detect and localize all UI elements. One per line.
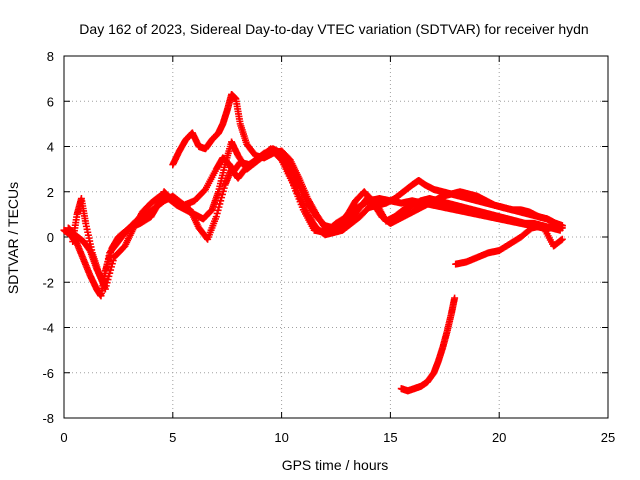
- data-point: [212, 213, 220, 221]
- x-tick-label: 15: [383, 430, 397, 445]
- y-tick-label: 6: [47, 94, 54, 109]
- y-tick-label: 4: [47, 140, 54, 155]
- series-trace-e: [452, 222, 566, 268]
- y-tick-label: -2: [42, 275, 54, 290]
- x-tick-label: 25: [601, 430, 615, 445]
- y-tick-label: -6: [42, 366, 54, 381]
- x-axis-label: GPS time / hours: [282, 457, 389, 473]
- x-tick-label: 20: [492, 430, 506, 445]
- data-point: [220, 184, 228, 192]
- data-point: [102, 282, 110, 290]
- data-point: [216, 200, 224, 208]
- data-point: [215, 203, 223, 211]
- data-point: [558, 235, 566, 243]
- x-tick-label: 5: [169, 430, 176, 445]
- chart-title: Day 162 of 2023, Sidereal Day-to-day VTE…: [79, 21, 588, 37]
- x-tick-label: 0: [60, 430, 67, 445]
- axis-ticks: 0 5 10 15 20 25 -8 -6 -4 -2 0 2 4 6 8: [42, 49, 615, 445]
- data-point: [558, 222, 566, 230]
- y-axis-label: SDTVAR / TECUs: [5, 182, 21, 294]
- data-point: [108, 260, 116, 268]
- data-point: [219, 187, 227, 195]
- y-tick-label: 8: [47, 49, 54, 64]
- series-trace-d: [169, 90, 566, 236]
- series-trace-f: [397, 294, 459, 395]
- data-point: [214, 206, 222, 214]
- data-point: [217, 197, 225, 205]
- x-tick-label: 10: [274, 430, 288, 445]
- y-tick-label: -8: [42, 411, 54, 426]
- y-tick-label: -4: [42, 321, 54, 336]
- data-point: [213, 209, 221, 217]
- y-tick-label: 2: [47, 185, 54, 200]
- data-point: [451, 294, 459, 302]
- data-point: [218, 190, 226, 198]
- y-tick-label: 0: [47, 230, 54, 245]
- grid-lines: [64, 56, 608, 418]
- data-series: [60, 90, 566, 395]
- data-point: [109, 257, 117, 265]
- data-point: [101, 285, 109, 293]
- data-point: [218, 194, 226, 202]
